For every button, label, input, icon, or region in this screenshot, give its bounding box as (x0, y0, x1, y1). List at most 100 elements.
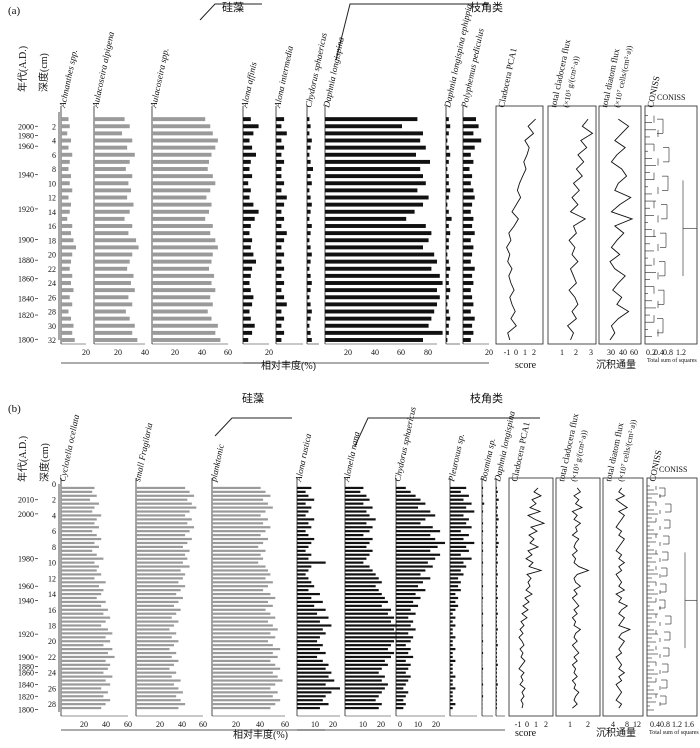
bar (212, 537, 268, 541)
coniss-axis-label: Total sum of squares (647, 357, 697, 364)
bar (212, 608, 266, 611)
bar (136, 557, 188, 560)
bar (152, 302, 213, 307)
bar (496, 648, 497, 651)
bar (463, 302, 474, 307)
line-tick-label: 60 (630, 348, 638, 357)
bar (325, 145, 426, 150)
column-tick-label: 20 (329, 720, 337, 729)
bar (450, 683, 453, 686)
bar (325, 181, 426, 186)
bar (496, 632, 497, 635)
bar (243, 252, 254, 257)
bar (61, 695, 104, 698)
taxon-column: Pleuroxus sp. (446, 433, 477, 717)
bar (496, 553, 498, 556)
bar (307, 281, 312, 285)
bar (345, 585, 376, 588)
line-panel-frame (495, 105, 544, 345)
bar (243, 224, 251, 228)
line-tick-label: 1.2 (672, 720, 682, 729)
bar (446, 167, 448, 171)
bar (446, 330, 449, 335)
bar (276, 181, 285, 186)
bar (61, 145, 69, 150)
bar (136, 659, 179, 662)
bar (450, 596, 459, 600)
bar (61, 608, 108, 611)
bar (61, 181, 70, 186)
bar (496, 589, 497, 592)
bar (297, 695, 326, 698)
line-tick-label: 1.6 (684, 720, 694, 729)
taxon-name: planktonic (208, 443, 226, 483)
bar (450, 565, 467, 568)
bar (307, 273, 311, 278)
bar (496, 703, 497, 706)
bar (94, 302, 133, 307)
bar (396, 620, 414, 623)
coniss-label: CONISS (657, 93, 685, 102)
bar (450, 585, 459, 588)
bar (325, 152, 416, 157)
bar (450, 561, 464, 564)
bar (136, 620, 179, 623)
column-tick-label: 80 (424, 348, 432, 357)
bar (94, 266, 128, 271)
bar (463, 281, 474, 285)
bar (297, 703, 329, 706)
column-tick-label: 40 (102, 720, 110, 729)
bar (345, 506, 373, 509)
bar (136, 545, 183, 548)
age-tick-label: 1940 (18, 596, 34, 605)
bar (463, 330, 474, 335)
bar (212, 636, 276, 639)
bar (446, 195, 449, 200)
bar (276, 338, 282, 342)
line-panel-frame (598, 105, 642, 345)
bar (61, 231, 71, 236)
bar (61, 224, 73, 228)
age-tick-label: 1800 (18, 335, 34, 344)
bar (94, 273, 134, 278)
bar (446, 174, 449, 179)
bar (152, 152, 212, 157)
bar (297, 608, 326, 611)
bar (212, 706, 271, 710)
depth-tick-label: 10 (48, 179, 56, 188)
bar (276, 167, 282, 171)
bar (212, 675, 278, 678)
bar (307, 138, 312, 143)
bar (450, 691, 453, 694)
age-tick-label: 1960 (18, 142, 34, 151)
bar (276, 145, 285, 150)
bar (396, 706, 404, 710)
bar (61, 259, 71, 264)
bar (496, 628, 498, 631)
relative-abundance-label: 相对丰度(%) (233, 728, 288, 741)
bar (94, 167, 126, 171)
panel-b: (b)硅藻 枝角类年代(A.D.)201020001980196019401920… (8, 391, 699, 741)
bar (307, 216, 310, 221)
bar (345, 494, 367, 497)
taxon-column: small Fragilaria 20 40 60 (132, 421, 207, 729)
bar (212, 655, 278, 659)
bar (450, 679, 453, 682)
relative-abundance-label: 相对丰度(%) (261, 359, 316, 372)
bar (61, 675, 113, 678)
bar (276, 252, 285, 257)
depth-tick-label: 12 (48, 194, 56, 203)
bar (482, 510, 484, 513)
bar (136, 600, 179, 604)
bar (94, 209, 130, 214)
bar (61, 655, 115, 659)
bar (152, 238, 216, 243)
bar (307, 266, 310, 271)
bar (297, 494, 309, 497)
bar (297, 624, 332, 627)
bar (61, 152, 73, 157)
taxon-name: Chydorus sphaericus (392, 405, 418, 482)
bar (212, 573, 271, 576)
bar (152, 216, 206, 221)
